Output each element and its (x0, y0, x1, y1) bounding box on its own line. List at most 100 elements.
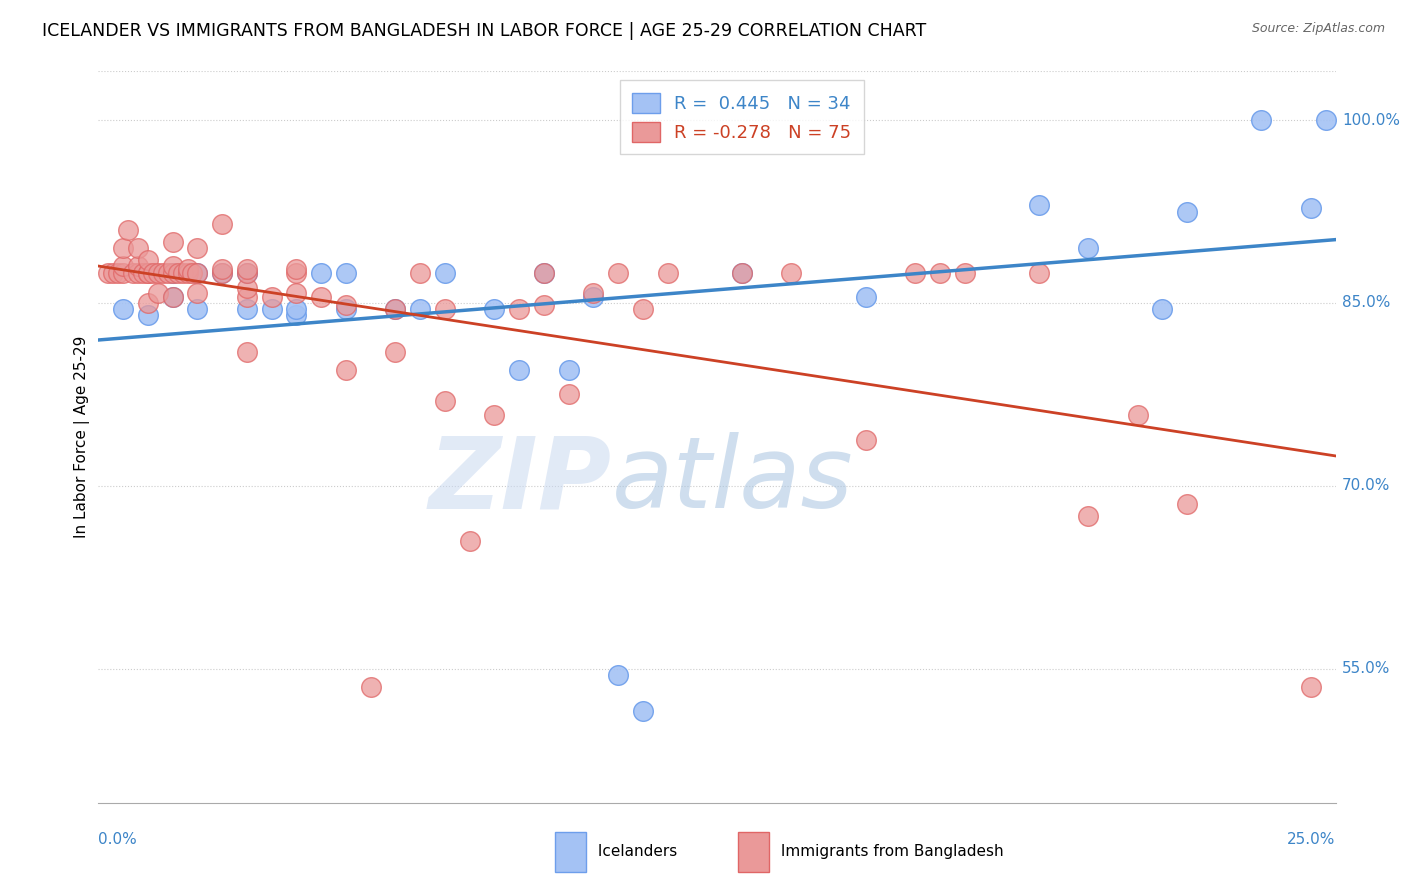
Point (484, 302, 506, 317)
Point (162, 290, 184, 304)
Point (236, 266, 259, 280)
Point (112, 266, 135, 280)
Point (136, 296, 159, 310)
Point (186, 302, 208, 317)
Point (236, 266, 259, 280)
Point (384, 302, 406, 317)
Text: 85.0%: 85.0% (1341, 295, 1391, 310)
Point (533, 266, 555, 280)
Point (211, 217, 233, 231)
Point (181, 266, 204, 280)
Text: 25.0%: 25.0% (1288, 832, 1336, 847)
Point (1299, 201, 1322, 215)
Point (186, 266, 208, 280)
Point (582, 286, 605, 301)
Point (260, 290, 283, 304)
Point (112, 302, 135, 317)
Point (172, 266, 194, 280)
Point (97, 266, 120, 280)
Point (631, 302, 654, 317)
Point (335, 298, 357, 312)
Point (1028, 266, 1050, 280)
Point (162, 266, 184, 280)
Point (112, 260, 135, 274)
Point (409, 302, 432, 317)
Point (1028, 198, 1050, 212)
Point (1175, 204, 1198, 219)
Point (136, 308, 159, 322)
Point (928, 266, 950, 280)
Point (1315, 113, 1337, 128)
FancyBboxPatch shape (738, 831, 769, 872)
Point (1126, 408, 1149, 422)
Point (176, 266, 198, 280)
Point (1152, 302, 1174, 317)
Point (607, 266, 630, 280)
Point (211, 266, 233, 280)
Text: 0.0%: 0.0% (98, 832, 138, 847)
Point (433, 393, 456, 408)
Point (136, 266, 159, 280)
Point (211, 261, 233, 276)
Point (107, 266, 129, 280)
Point (360, 680, 382, 694)
Point (211, 266, 233, 280)
Point (236, 290, 259, 304)
Point (136, 253, 159, 268)
Point (152, 266, 174, 280)
Point (335, 302, 357, 317)
Point (122, 266, 145, 280)
Point (731, 266, 754, 280)
Text: 70.0%: 70.0% (1341, 478, 1391, 493)
Point (162, 235, 184, 249)
Point (285, 286, 308, 301)
Point (285, 302, 308, 317)
Text: 100.0%: 100.0% (1341, 112, 1400, 128)
Point (162, 290, 184, 304)
Text: Icelanders: Icelanders (593, 845, 678, 859)
Point (557, 387, 579, 401)
Point (1175, 497, 1198, 511)
Point (166, 266, 188, 280)
Point (127, 241, 149, 255)
Point (186, 241, 208, 255)
Point (186, 286, 208, 301)
Point (508, 363, 530, 377)
Point (146, 286, 169, 301)
Point (384, 302, 406, 317)
Point (1299, 680, 1322, 694)
Point (285, 308, 308, 322)
Point (309, 290, 332, 304)
Text: 55.0%: 55.0% (1341, 661, 1391, 676)
Point (236, 302, 259, 317)
Point (904, 266, 927, 280)
Point (657, 266, 679, 280)
Point (236, 344, 259, 359)
Point (136, 266, 159, 280)
Point (260, 302, 283, 317)
Text: Source: ZipAtlas.com: Source: ZipAtlas.com (1251, 22, 1385, 36)
Point (127, 266, 149, 280)
Point (458, 533, 481, 548)
Point (156, 266, 179, 280)
Point (855, 433, 877, 447)
Point (142, 266, 165, 280)
Point (162, 266, 184, 280)
Point (176, 261, 198, 276)
Point (309, 266, 332, 280)
Point (236, 281, 259, 295)
Legend: R =  0.445   N = 34, R = -0.278   N = 75: R = 0.445 N = 34, R = -0.278 N = 75 (620, 80, 863, 154)
Point (335, 266, 357, 280)
Point (433, 302, 456, 317)
Point (112, 241, 135, 255)
Point (1077, 241, 1099, 255)
Y-axis label: In Labor Force | Age 25-29: In Labor Force | Age 25-29 (75, 336, 90, 538)
Point (285, 261, 308, 276)
Point (484, 408, 506, 422)
Point (533, 298, 555, 312)
Point (236, 261, 259, 276)
Text: Immigrants from Bangladesh: Immigrants from Bangladesh (776, 845, 1004, 859)
Point (162, 260, 184, 274)
Text: ICELANDER VS IMMIGRANTS FROM BANGLADESH IN LABOR FORCE | AGE 25-29 CORRELATION C: ICELANDER VS IMMIGRANTS FROM BANGLADESH … (42, 22, 927, 40)
Point (508, 302, 530, 317)
